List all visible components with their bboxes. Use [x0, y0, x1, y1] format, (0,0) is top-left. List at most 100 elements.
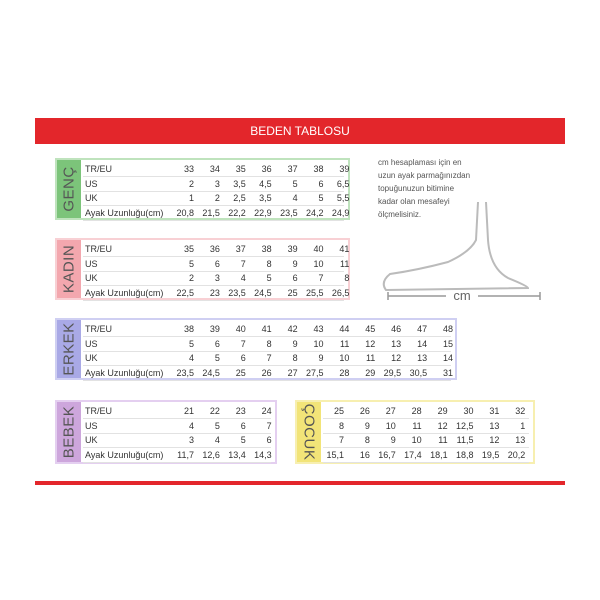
- size-cell: 29: [437, 406, 448, 416]
- size-cell: 12,6: [202, 449, 220, 460]
- row-label: UK: [85, 273, 98, 283]
- size-table: BEBEK TR/EU 21 22 23 24 US 4 5 6 7 UK 3 4 5 6 Ayak Uzunl…: [55, 400, 277, 464]
- size-cell: 15: [442, 338, 453, 349]
- size-cell: 38: [183, 324, 194, 334]
- banner-title: BEDEN TABLOSU: [35, 118, 565, 144]
- section-title: GENÇ: [60, 166, 78, 212]
- section-title: KADIN: [60, 244, 78, 294]
- size-row: UK 1 2 2,5 3,5 4 5 5,5: [83, 191, 349, 206]
- size-cell: 10: [339, 353, 350, 363]
- size-cell: 6: [292, 273, 298, 283]
- row-label: UK: [85, 193, 98, 203]
- size-cell: 24,5: [254, 287, 272, 298]
- size-row: US 5 6 7 8 9 10 11 12 13 14 15: [83, 337, 453, 352]
- size-row: 7 8 9 10 11 11,5 12 13: [323, 433, 529, 448]
- size-cell: 8: [338, 420, 344, 431]
- size-cell: 23: [209, 287, 220, 298]
- size-cell: 9: [364, 420, 370, 431]
- size-cell: 27: [287, 367, 298, 378]
- note-line: uzun ayak parmağınızdan: [378, 171, 471, 180]
- size-cell: 20,8: [176, 207, 194, 218]
- size-cell: 13: [515, 435, 526, 445]
- size-cell: 15,1: [326, 449, 344, 460]
- size-row: UK 3 4 5 6: [83, 433, 272, 448]
- size-cell: 23,5: [228, 287, 246, 298]
- row-label: US: [85, 258, 98, 269]
- size-cell: 4: [240, 273, 246, 283]
- size-cell: 6,5: [336, 178, 350, 189]
- note-line: ölçmelisiniz.: [378, 210, 422, 219]
- size-cell: 47: [417, 324, 428, 334]
- size-cell: 9: [292, 338, 298, 349]
- size-cell: 27,5: [305, 367, 324, 378]
- size-cell: 6: [240, 353, 246, 363]
- size-cell: 11,7: [177, 449, 194, 460]
- row-label: US: [85, 178, 98, 189]
- size-cell: 2: [214, 193, 220, 203]
- size-cell: 4: [214, 435, 220, 445]
- size-cell: 14: [417, 338, 428, 349]
- size-cell: 26,5: [331, 287, 350, 298]
- size-cell: 17,4: [404, 449, 422, 460]
- size-row: Ayak Uzunluğu(cm) 11,7 12,6 13,4 14,3: [83, 448, 272, 463]
- size-row: TR/EU 35 36 37 38 39 40 41: [83, 242, 349, 257]
- size-cell: 18,8: [455, 449, 474, 460]
- size-cell: 24,2: [305, 207, 324, 218]
- size-cell: 2,5: [233, 193, 246, 203]
- size-cell: 30: [463, 406, 474, 416]
- size-cell: 42: [287, 324, 298, 334]
- section-tab: GENÇ: [57, 160, 81, 218]
- size-cell: 5: [292, 178, 298, 189]
- size-cell: 11: [412, 420, 422, 431]
- bottom-rule: [35, 481, 565, 485]
- size-cell: 19,5: [481, 449, 500, 460]
- size-cell: 3: [188, 435, 194, 445]
- size-cell: 4: [188, 420, 194, 431]
- size-cell: 39: [339, 164, 350, 174]
- size-cell: 21: [183, 406, 194, 416]
- size-cell: 24: [261, 406, 272, 416]
- size-cell: 41: [261, 324, 272, 334]
- size-cell: 23: [235, 406, 246, 416]
- size-cell: 40: [235, 324, 246, 334]
- size-cell: 8: [344, 273, 350, 283]
- size-cell: 9: [390, 435, 396, 445]
- size-cell: 1: [188, 193, 194, 203]
- section-title: ERKEK: [60, 322, 78, 376]
- size-cell: 22: [209, 406, 220, 416]
- size-cell: 7: [240, 258, 246, 269]
- size-cell: 5: [214, 420, 220, 431]
- size-cell: 38: [261, 244, 272, 254]
- section-tab: ÇOCUK: [297, 402, 321, 462]
- size-cell: 10: [313, 338, 324, 349]
- size-row: UK 2 3 4 5 6 7 8: [83, 271, 349, 286]
- size-row: 25 26 27 28 29 30 31 32: [323, 404, 529, 419]
- section-tab: ERKEK: [57, 320, 81, 378]
- size-cell: 7: [266, 420, 272, 431]
- size-cell: 8: [266, 258, 272, 269]
- size-cell: 5: [188, 258, 194, 269]
- size-cell: 25: [235, 367, 246, 378]
- size-table: GENÇ TR/EU 33 34 35 36 37 38 39 US 2 3 3,5 4,5 5 6 6,5 UK…: [55, 158, 350, 221]
- size-cell: 34: [209, 164, 220, 174]
- size-table: KADIN TR/EU 35 36 37 38 39 40 41 US 5 6 7 8 9 10 11 UK 2 3 4…: [55, 238, 350, 301]
- size-cell: 32: [515, 406, 526, 416]
- size-cell: 13: [391, 338, 402, 349]
- size-row: Ayak Uzunluğu(cm) 22,5 23 23,5 24,5 25 25,5 26,…: [83, 286, 349, 301]
- size-cell: 6: [240, 420, 246, 431]
- size-cell: 8: [292, 353, 298, 363]
- size-cell: 4: [292, 193, 298, 203]
- size-cell: 35: [183, 244, 194, 254]
- size-cell: 14,3: [254, 449, 272, 460]
- size-cell: 6: [318, 178, 324, 189]
- note-line: topuğunuzun bitimine: [378, 184, 455, 193]
- size-cell: 40: [313, 244, 324, 254]
- size-cell: 35: [235, 164, 246, 174]
- size-cell: 26: [261, 367, 272, 378]
- size-cell: 36: [209, 244, 220, 254]
- size-cell: 38: [313, 164, 324, 174]
- row-label: Ayak Uzunluğu(cm): [85, 449, 164, 460]
- size-cell: 10: [411, 435, 422, 445]
- size-cell: 13: [489, 420, 500, 431]
